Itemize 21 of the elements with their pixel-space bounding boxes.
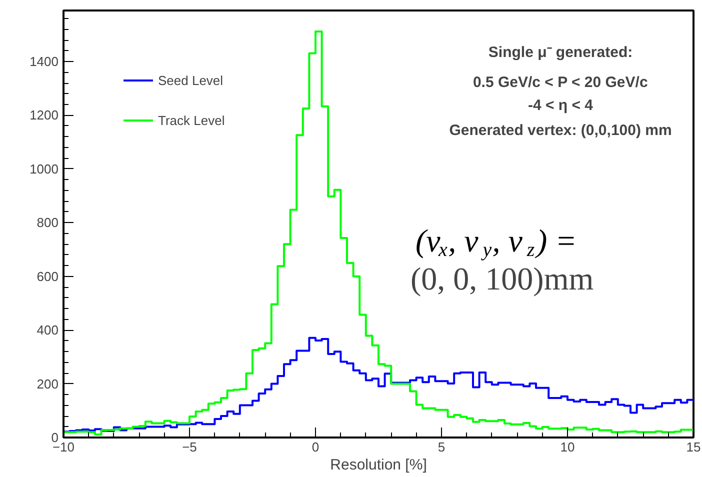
y-tick-label: 1400 (30, 54, 58, 70)
y-tick-label: 400 (36, 322, 59, 338)
x-tick-label: 10 (560, 440, 575, 454)
x-axis-title: Resolution [%] (330, 456, 427, 474)
y-tick-label: 800 (36, 215, 59, 230)
annotation: 0.5 GeV/c < P < 20 GeV/c (472, 74, 648, 91)
y-tick-label: 1200 (30, 108, 58, 123)
y-tick-label: 600 (36, 268, 59, 284)
y-tick-label: 0 (51, 430, 59, 445)
annotation: Generated vertex: (0,0,100) mm (449, 122, 672, 139)
annotation: (0, 0, 100)mm (410, 260, 594, 296)
y-tick-label: 1000 (30, 161, 58, 176)
legend-label: Seed Level (158, 72, 224, 88)
annotation: -4 < η < 4 (528, 97, 594, 114)
x-tick-label: 5 (438, 440, 446, 454)
x-tick-label: 0 (312, 440, 320, 454)
legend-label: Track Level (158, 112, 225, 128)
annotation: Single μ⁻ generated: (488, 44, 633, 61)
x-tick-label: −5 (182, 440, 197, 454)
x-tick-label: 15 (686, 440, 701, 454)
y-tick-label: 200 (36, 376, 59, 392)
